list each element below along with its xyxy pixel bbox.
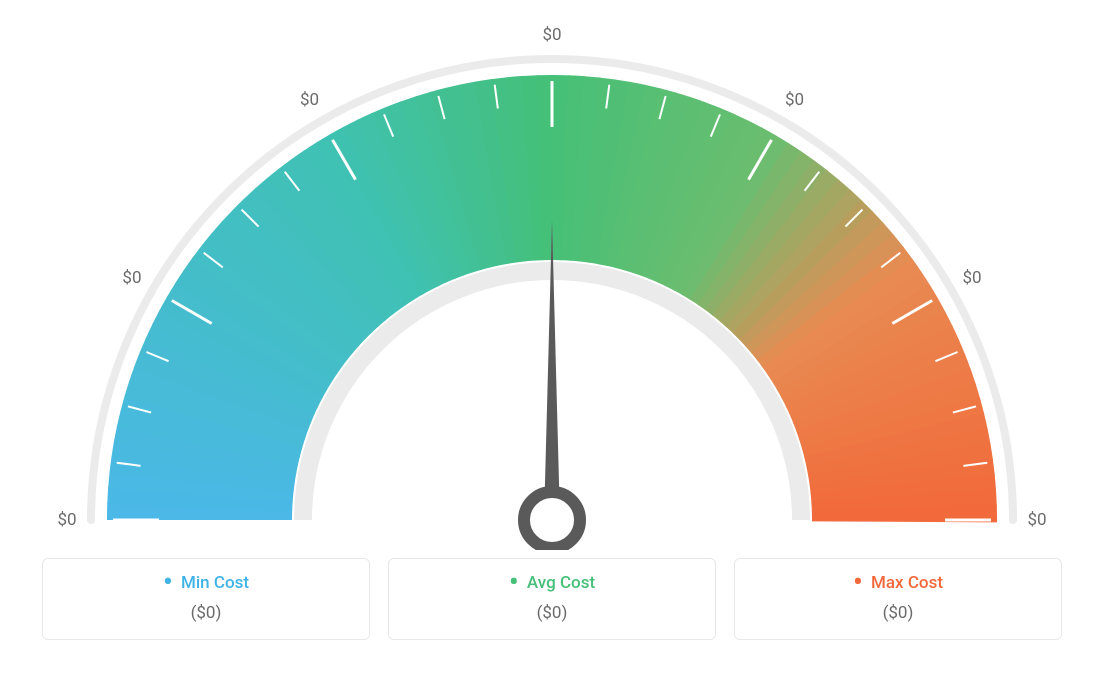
- legend-dot-avg: •: [509, 577, 519, 587]
- legend-value-avg: ($0): [389, 603, 715, 623]
- gauge-tick-label: $0: [300, 90, 319, 110]
- cost-gauge: $0 $0 $0 $0 $0 $0 $0: [20, 20, 1084, 550]
- legend-dot-max: •: [853, 577, 863, 587]
- legend-card-max: • Max Cost ($0): [734, 558, 1062, 640]
- legend-title-max: • Max Cost: [735, 573, 1061, 593]
- legend-title-avg: • Avg Cost: [389, 573, 715, 593]
- gauge-tick-label: $0: [785, 90, 804, 110]
- gauge-svg: [20, 20, 1084, 550]
- gauge-tick-label: $0: [57, 510, 76, 530]
- legend-value-max: ($0): [735, 603, 1061, 623]
- gauge-tick-label: $0: [122, 268, 141, 288]
- gauge-tick-label: $0: [1027, 510, 1046, 530]
- legend-label-avg: Avg Cost: [527, 573, 595, 593]
- legend-card-min: • Min Cost ($0): [42, 558, 370, 640]
- legend-card-avg: • Avg Cost ($0): [388, 558, 716, 640]
- legend-value-min: ($0): [43, 603, 369, 623]
- gauge-tick-label: $0: [962, 268, 981, 288]
- legend-label-max: Max Cost: [871, 573, 943, 593]
- legend-row: • Min Cost ($0) • Avg Cost ($0) • Max Co…: [42, 558, 1062, 640]
- gauge-tick-label: $0: [542, 25, 561, 45]
- legend-label-min: Min Cost: [181, 573, 249, 593]
- legend-dot-min: •: [163, 577, 173, 587]
- legend-title-min: • Min Cost: [43, 573, 369, 593]
